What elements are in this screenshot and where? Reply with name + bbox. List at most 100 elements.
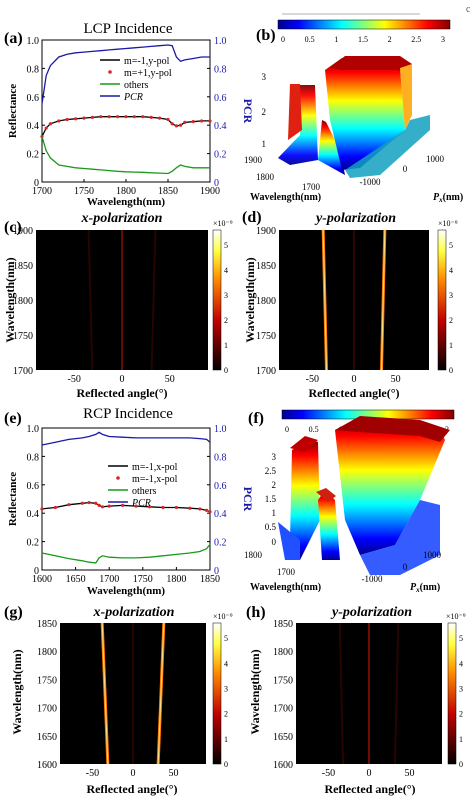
panel-d-heatmap-bg [279,230,429,370]
panel-g-letter: (g) [4,604,23,621]
d-ytick-label: 1750 [256,331,276,342]
e-series-1-point [100,505,105,509]
e-series-1-point [121,503,125,507]
f-zticks-label: 0.5 [265,522,277,532]
g-streak-core-0 [101,622,109,765]
g-streak-core-1 [157,622,165,765]
g-xtick-label: -50 [86,768,99,779]
e-ytick-label: 0 [34,566,39,577]
c-ytick-label: 1900 [13,226,33,237]
panel-d-colorbar [437,229,447,371]
a-series-1-point [191,120,195,124]
panel-e-y2label: PCR [241,487,255,512]
panel-b-surface [278,56,430,178]
f-zticks-label: 3 [272,452,277,462]
d-xtick-label: 50 [391,374,401,385]
panel-g-colorbar [212,622,222,765]
c-xtick-label: -50 [68,374,81,385]
a-series-1-point [132,115,136,119]
g-cbtick-label: 3 [224,684,228,693]
a-y2tick-label: 0.4 [214,121,227,132]
panel-e: (e) RCP Incidence 0 0.2 0.4 0.6 0.8 1.0 0 0.2 0.… [4,406,255,597]
panel-d: (d) y-polarization -50 0 50190018501800175… [242,209,458,400]
b-cbticks-label: 1.5 [358,35,368,44]
h-ytick-label: 1700 [273,704,293,715]
g-cbtick-label: 2 [224,710,228,719]
panel-d-title: y-polarization [314,211,396,226]
c-cbtick-label: 3 [224,291,228,300]
e-series-1-point [107,504,111,508]
e-series-1-point [67,503,71,507]
c-cbtick-label: 0 [224,366,228,375]
a-legend-entry-label: m=+1,y-pol [124,68,172,79]
g-cbtick-label: 0 [224,760,228,769]
corner-mark: c [466,4,471,15]
h-xtick-label: 0 [367,768,372,779]
panel-f-ylabel: Px(nm) [410,582,440,594]
a-series-2-line [41,136,210,175]
panel-c-colorbar-exponent: ×10⁻⁹ [213,219,233,228]
panel-d-xlabel: Reflected angle(°) [308,386,399,400]
e-y2tick-label: 0.8 [214,452,227,463]
a-legend-entry-label: m=-1,y-pol [124,56,170,67]
b-xticks-label: 1900 [244,155,263,165]
h-streak-2 [393,622,400,765]
b-zticks-label: 2 [262,107,267,117]
h-ytick-label: 1750 [273,675,293,686]
panel-a-ylabel: Reflectance [7,84,19,138]
a-series-1-point [170,122,174,126]
a-legend-swatch-marker [108,70,112,74]
a-series-1-point [179,123,183,127]
d-streak-core-1 [381,229,386,371]
a-ytick-label: 1.0 [27,36,40,47]
f-yticks-label: -1000 [362,574,383,584]
d-cbtick-label: 2 [449,316,453,325]
g-ytick-label: 1750 [37,675,57,686]
b-cbticks-label: 2.5 [411,35,421,44]
a-xtick-label: 1900 [200,186,220,197]
e-series-1-point [174,505,178,510]
b-cbticks-label: 0.5 [305,35,315,44]
e-series-1-point [97,503,101,507]
d-cbtick-label: 5 [449,241,453,250]
d-cbtick-label: 0 [449,366,453,375]
e-series-2-line [41,543,211,564]
h-cbtick-label: 0 [459,760,463,769]
e-series-1-point [147,505,152,509]
h-ytick-label: 1800 [273,647,293,658]
e-series-1-point [208,510,212,514]
g-xtick-label: 0 [131,768,136,779]
panel-h-ylabel: Wavelength(nm) [248,649,262,734]
f-xticks-label: 1800 [244,550,263,560]
a-ytick-label: 0.8 [27,64,40,75]
c-ytick-label: 1850 [13,261,33,272]
h-cbtick-label: 2 [459,710,463,719]
h-xtick-label: 50 [405,768,415,779]
d-ytick-label: 1900 [256,226,276,237]
panel-e-axes-box [41,427,211,571]
a-xtick-label: 1800 [116,186,136,197]
e-xtick-label: 1750 [133,574,153,585]
d-cbtick-label: 4 [449,266,453,275]
a-xtick-label: 1850 [158,186,178,197]
e-series-1-point [188,506,192,510]
panel-d-letter: (d) [242,209,262,226]
panel-c-title: x-polarization [81,211,163,226]
panel-a-y2label: PCR [241,99,255,124]
a-xtick-label: 1750 [74,186,94,197]
d-xtick-label: 0 [352,374,357,385]
a-series-1-point [141,115,145,119]
f-zticks-label: 1 [272,508,277,518]
a-series-1-point [183,120,187,124]
panel-e-xlabel: Wavelength(nm) [87,585,166,597]
panel-h-colorbar-exponent: ×10⁻⁹ [446,612,466,621]
panel-b-colorbar [277,19,451,30]
panel-h-letter: (h) [246,604,266,621]
b-yticks-label: 0 [403,164,408,174]
b-zticks-label: 3 [262,72,267,82]
f-yticks-label: 1000 [423,550,442,560]
panel-f-surface [278,416,450,575]
b-xticks-label: 1800 [256,172,275,182]
panel-g: (g) x-polarization -50 0 50185018001750170… [4,604,233,796]
